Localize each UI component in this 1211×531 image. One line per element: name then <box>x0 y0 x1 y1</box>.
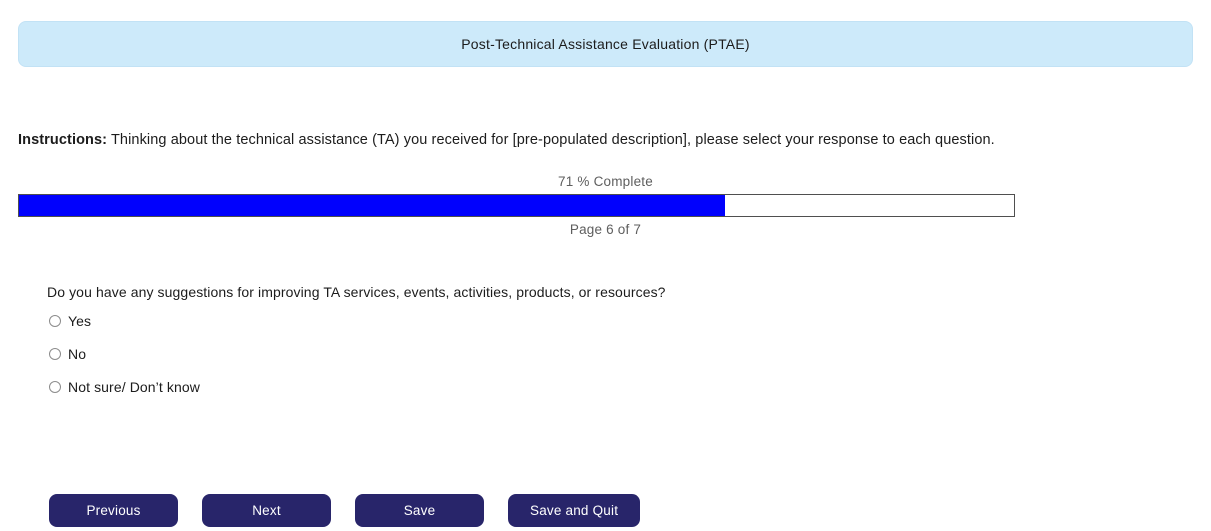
radio-option-not-sure[interactable]: Not sure/ Don’t know <box>47 377 1211 397</box>
next-button[interactable]: Next <box>202 494 331 527</box>
radio-button-yes[interactable] <box>49 315 61 327</box>
save-button[interactable]: Save <box>355 494 484 527</box>
page-number-label: Page 6 of 7 <box>569 222 642 237</box>
radio-label-yes: Yes <box>68 313 92 329</box>
radio-option-no[interactable]: No <box>47 344 1211 364</box>
radio-label-not-sure: Not sure/ Don’t know <box>68 379 200 395</box>
radio-button-not-sure[interactable] <box>49 381 61 393</box>
page-title: Post-Technical Assistance Evaluation (PT… <box>461 36 750 52</box>
save-and-quit-button[interactable]: Save and Quit <box>508 494 641 527</box>
instructions-label: Instructions: <box>18 132 108 148</box>
instructions-body: Thinking about the technical assistance … <box>107 132 995 148</box>
navigation-buttons: Previous Next Save Save and Quit <box>49 494 1211 527</box>
radio-option-yes[interactable]: Yes <box>47 311 1211 331</box>
radio-button-no[interactable] <box>49 348 61 360</box>
instructions-text: Instructions: Thinking about the technic… <box>18 131 1193 149</box>
question-block: Do you have any suggestions for improvin… <box>47 284 1211 397</box>
radio-label-no: No <box>68 346 87 362</box>
progress-bar <box>18 194 1015 217</box>
form-title-banner: Post-Technical Assistance Evaluation (PT… <box>18 21 1193 67</box>
progress-fill <box>19 195 726 216</box>
progress-percent-label: 71 % Complete <box>558 174 653 189</box>
radio-group: Yes No Not sure/ Don’t know <box>47 311 1211 397</box>
question-text: Do you have any suggestions for improvin… <box>47 284 666 300</box>
previous-button[interactable]: Previous <box>49 494 178 527</box>
